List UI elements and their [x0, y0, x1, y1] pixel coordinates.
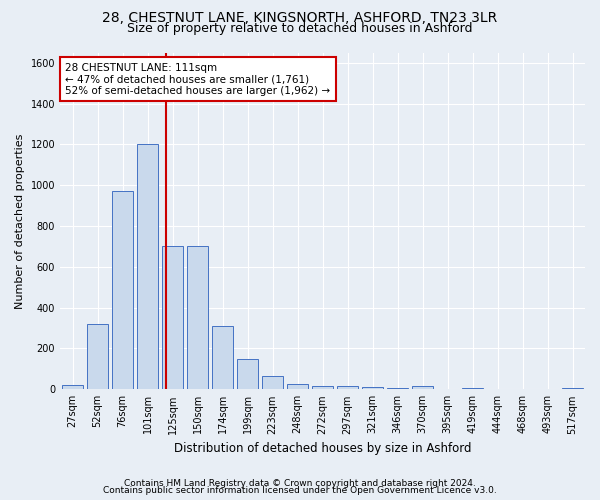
Bar: [287, 384, 308, 390]
Bar: [387, 388, 408, 390]
Bar: [312, 386, 333, 390]
Bar: [362, 388, 383, 390]
Bar: [162, 246, 183, 390]
Text: Size of property relative to detached houses in Ashford: Size of property relative to detached ho…: [127, 22, 473, 35]
Bar: [212, 326, 233, 390]
Bar: [112, 192, 133, 390]
X-axis label: Distribution of detached houses by size in Ashford: Distribution of detached houses by size …: [174, 442, 471, 455]
Bar: [262, 376, 283, 390]
Bar: [412, 386, 433, 390]
Text: 28 CHESTNUT LANE: 111sqm
← 47% of detached houses are smaller (1,761)
52% of sem: 28 CHESTNUT LANE: 111sqm ← 47% of detach…: [65, 62, 331, 96]
Bar: [187, 246, 208, 390]
Bar: [337, 386, 358, 390]
Bar: [562, 388, 583, 390]
Text: Contains public sector information licensed under the Open Government Licence v3: Contains public sector information licen…: [103, 486, 497, 495]
Bar: [237, 358, 258, 390]
Bar: [462, 388, 483, 390]
Text: 28, CHESTNUT LANE, KINGSNORTH, ASHFORD, TN23 3LR: 28, CHESTNUT LANE, KINGSNORTH, ASHFORD, …: [103, 11, 497, 25]
Bar: [87, 324, 108, 390]
Bar: [62, 385, 83, 390]
Y-axis label: Number of detached properties: Number of detached properties: [15, 133, 25, 308]
Text: Contains HM Land Registry data © Crown copyright and database right 2024.: Contains HM Land Registry data © Crown c…: [124, 478, 476, 488]
Bar: [137, 144, 158, 390]
